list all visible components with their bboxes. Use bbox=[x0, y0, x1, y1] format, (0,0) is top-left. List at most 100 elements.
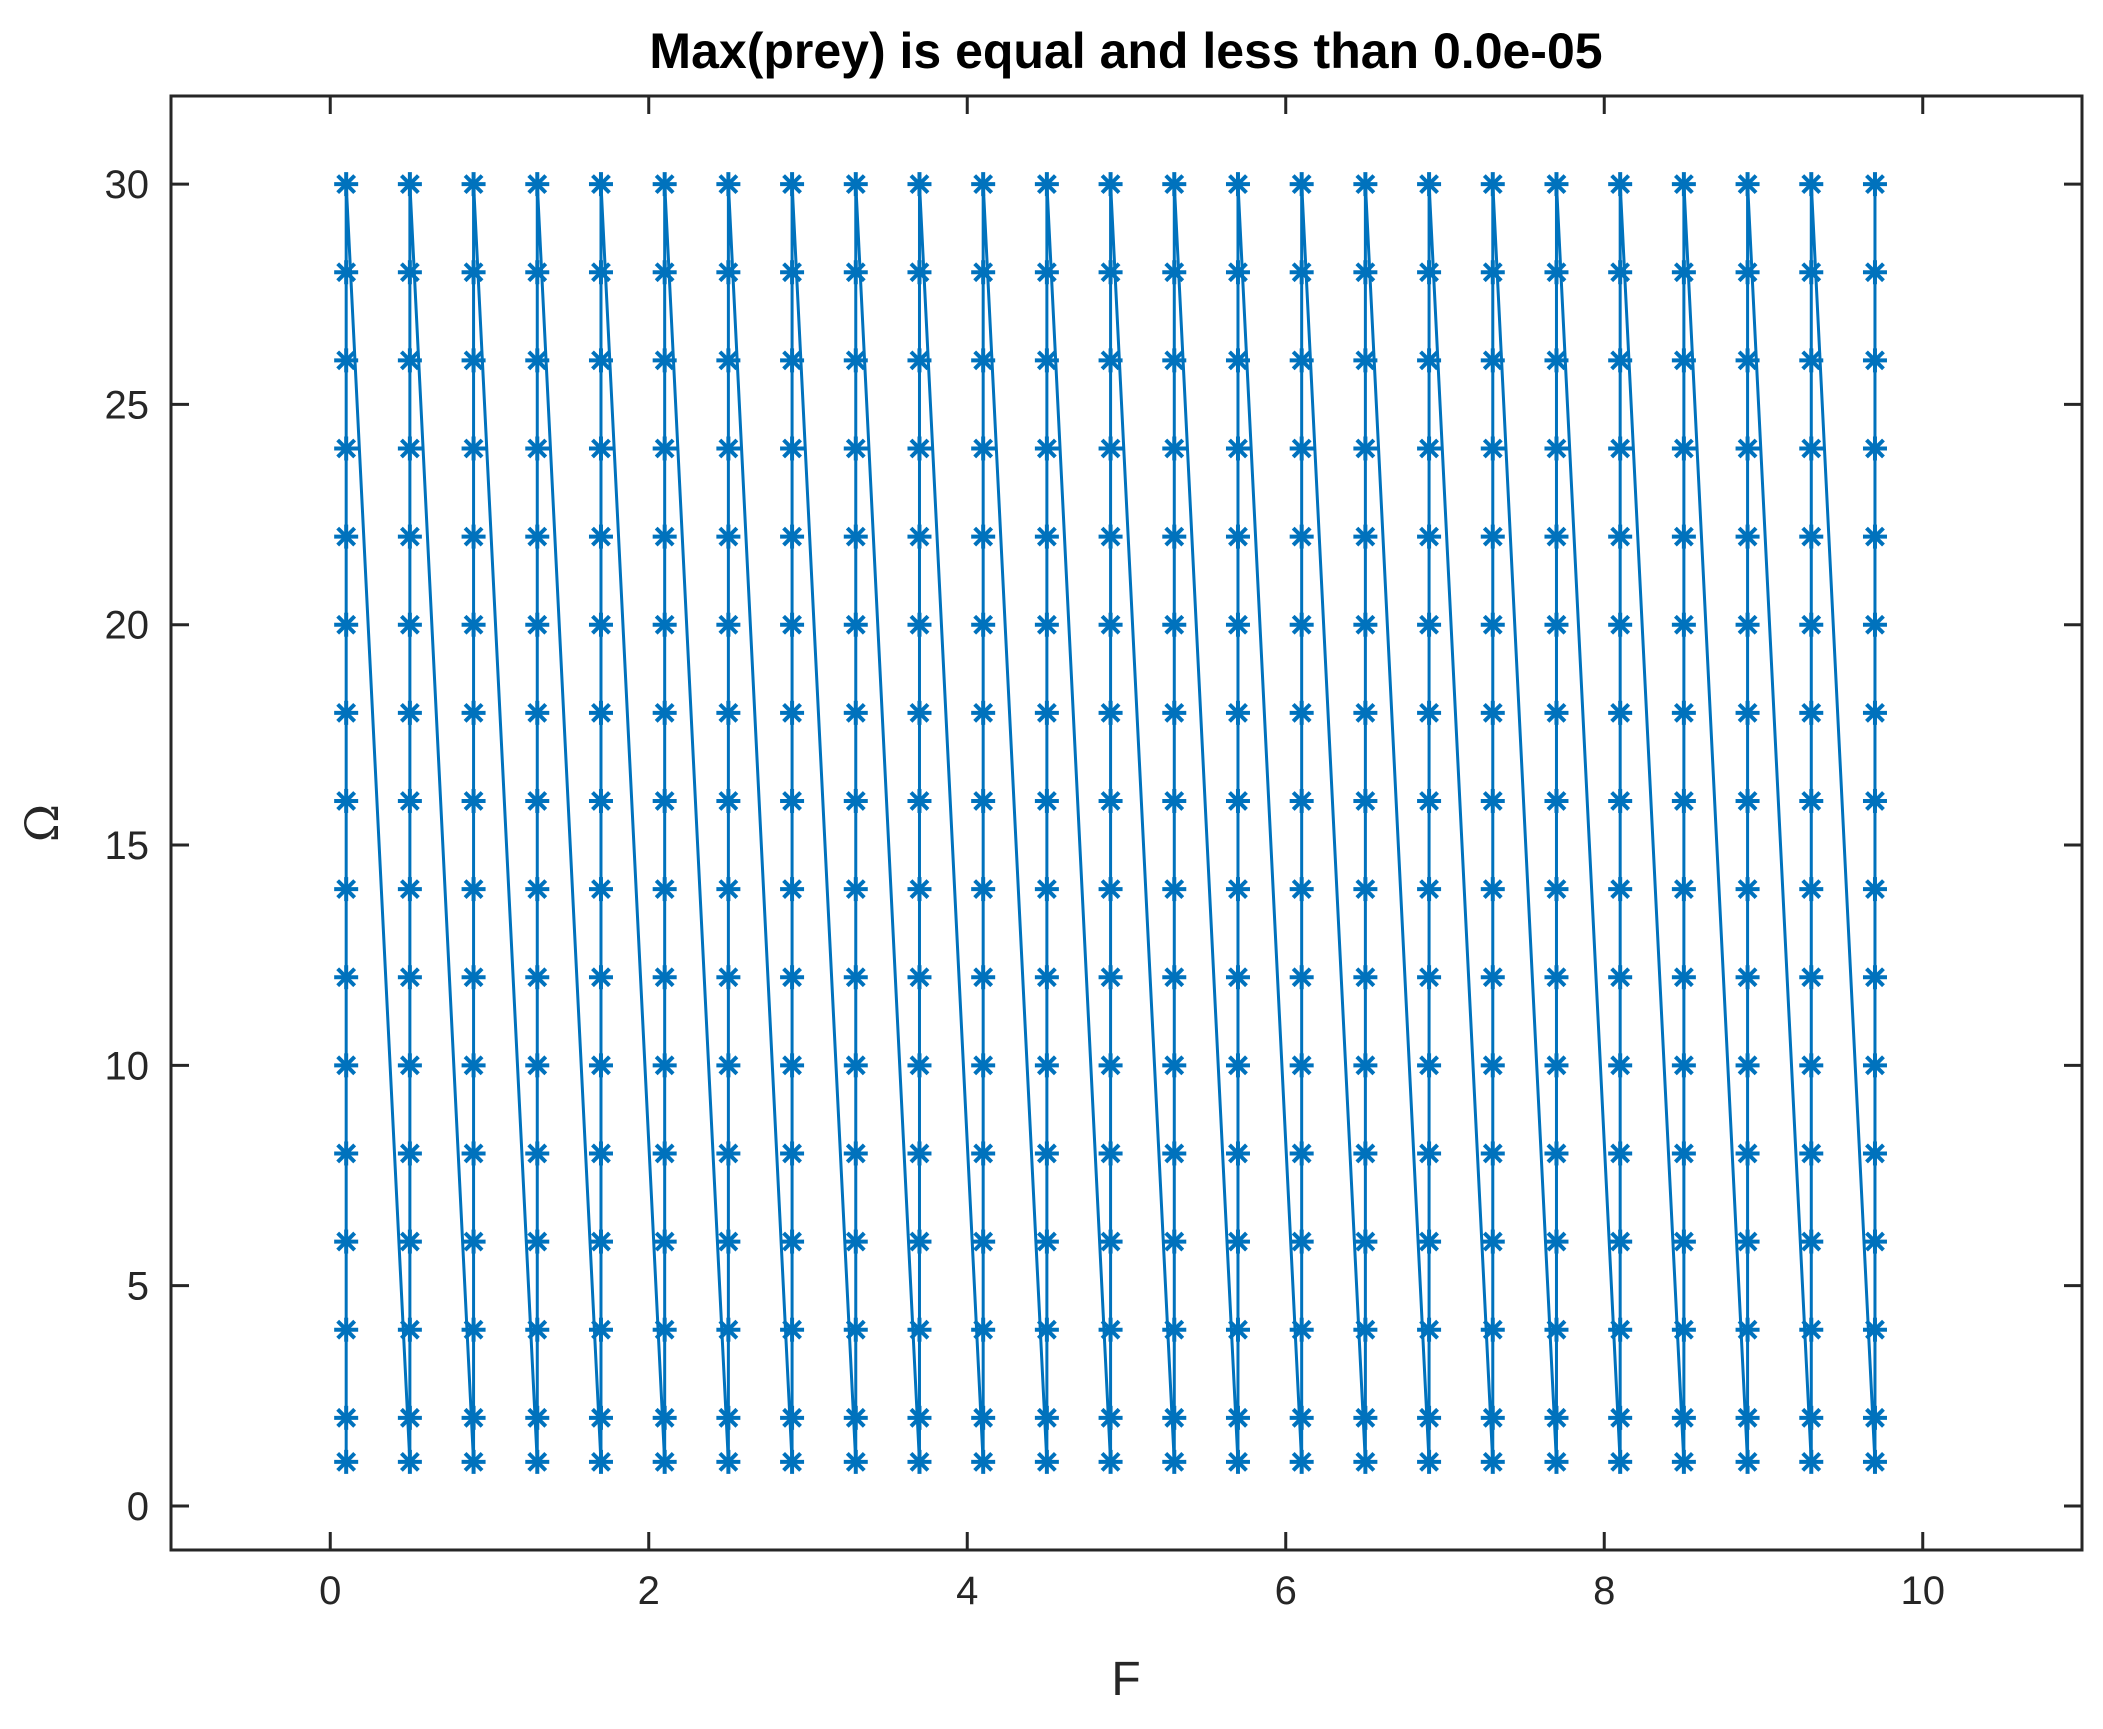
data-point bbox=[780, 1229, 805, 1254]
data-point bbox=[461, 965, 486, 990]
data-point bbox=[1417, 1449, 1442, 1474]
data-point bbox=[1671, 1229, 1696, 1254]
data-point bbox=[1353, 1229, 1378, 1254]
data-point bbox=[1544, 877, 1569, 902]
data-point bbox=[907, 700, 932, 725]
data-point bbox=[1862, 436, 1887, 461]
data-point bbox=[525, 1449, 550, 1474]
data-point bbox=[716, 172, 741, 197]
data-point bbox=[1862, 1141, 1887, 1166]
data-point bbox=[971, 612, 996, 637]
data-point bbox=[1162, 524, 1187, 549]
data-point bbox=[1353, 788, 1378, 813]
data-point bbox=[1289, 1405, 1314, 1430]
data-point bbox=[1162, 877, 1187, 902]
y-tick-label: 5 bbox=[127, 1265, 149, 1309]
data-point bbox=[1735, 1053, 1760, 1078]
data-point bbox=[1353, 1141, 1378, 1166]
data-point bbox=[1225, 788, 1250, 813]
data-point bbox=[1098, 612, 1123, 637]
data-point bbox=[843, 1317, 868, 1342]
data-point bbox=[1034, 1405, 1059, 1430]
data-point bbox=[971, 1405, 996, 1430]
data-point bbox=[652, 1449, 677, 1474]
data-point bbox=[843, 1405, 868, 1430]
data-point bbox=[1671, 524, 1696, 549]
data-point bbox=[1862, 965, 1887, 990]
data-point bbox=[1034, 877, 1059, 902]
data-point bbox=[716, 1229, 741, 1254]
data-point bbox=[971, 524, 996, 549]
data-point bbox=[334, 348, 359, 373]
data-point bbox=[1417, 1141, 1442, 1166]
data-point bbox=[716, 612, 741, 637]
data-point bbox=[843, 524, 868, 549]
data-point bbox=[1862, 877, 1887, 902]
data-point bbox=[1225, 700, 1250, 725]
data-point bbox=[1608, 524, 1633, 549]
data-point bbox=[1417, 260, 1442, 285]
data-point bbox=[1353, 348, 1378, 373]
data-point bbox=[716, 700, 741, 725]
data-point bbox=[907, 436, 932, 461]
data-point bbox=[1162, 348, 1187, 373]
data-point bbox=[780, 348, 805, 373]
data-point bbox=[907, 788, 932, 813]
data-point bbox=[1098, 1449, 1123, 1474]
data-point bbox=[1671, 1317, 1696, 1342]
data-point bbox=[334, 965, 359, 990]
data-point bbox=[1289, 172, 1314, 197]
data-point bbox=[716, 877, 741, 902]
data-point bbox=[1162, 788, 1187, 813]
data-point bbox=[1862, 700, 1887, 725]
data-point bbox=[1289, 877, 1314, 902]
data-point bbox=[716, 1053, 741, 1078]
data-point bbox=[907, 172, 932, 197]
data-point bbox=[461, 1229, 486, 1254]
data-point bbox=[1480, 524, 1505, 549]
data-point bbox=[1353, 700, 1378, 725]
data-point bbox=[843, 700, 868, 725]
data-point bbox=[907, 260, 932, 285]
data-point bbox=[1608, 1317, 1633, 1342]
data-point bbox=[1353, 612, 1378, 637]
data-point bbox=[525, 965, 550, 990]
data-point bbox=[907, 612, 932, 637]
data-point bbox=[1034, 172, 1059, 197]
data-point bbox=[334, 260, 359, 285]
data-point bbox=[1735, 1405, 1760, 1430]
data-point bbox=[843, 1141, 868, 1166]
data-point bbox=[1098, 172, 1123, 197]
data-point bbox=[780, 524, 805, 549]
data-point bbox=[1480, 1405, 1505, 1430]
data-point bbox=[334, 1141, 359, 1166]
data-point bbox=[1353, 260, 1378, 285]
data-point bbox=[1289, 1141, 1314, 1166]
data-point bbox=[716, 788, 741, 813]
data-point bbox=[1417, 348, 1442, 373]
data-point bbox=[525, 877, 550, 902]
data-point bbox=[780, 1317, 805, 1342]
data-point bbox=[1225, 1405, 1250, 1430]
data-point bbox=[1289, 1317, 1314, 1342]
data-point bbox=[1225, 260, 1250, 285]
data-point bbox=[1162, 1053, 1187, 1078]
data-point bbox=[525, 1317, 550, 1342]
data-point bbox=[780, 1053, 805, 1078]
data-point bbox=[1162, 436, 1187, 461]
data-point bbox=[971, 1229, 996, 1254]
data-point bbox=[1735, 788, 1760, 813]
data-point bbox=[1735, 524, 1760, 549]
data-point bbox=[461, 524, 486, 549]
data-point bbox=[461, 1053, 486, 1078]
data-point bbox=[716, 1141, 741, 1166]
y-tick-label: 30 bbox=[105, 163, 150, 207]
data-point bbox=[1417, 965, 1442, 990]
data-point bbox=[652, 1405, 677, 1430]
data-point bbox=[1544, 172, 1569, 197]
data-point bbox=[1417, 172, 1442, 197]
data-point bbox=[971, 877, 996, 902]
data-point bbox=[461, 1449, 486, 1474]
data-point bbox=[1671, 1405, 1696, 1430]
data-point bbox=[1544, 1449, 1569, 1474]
